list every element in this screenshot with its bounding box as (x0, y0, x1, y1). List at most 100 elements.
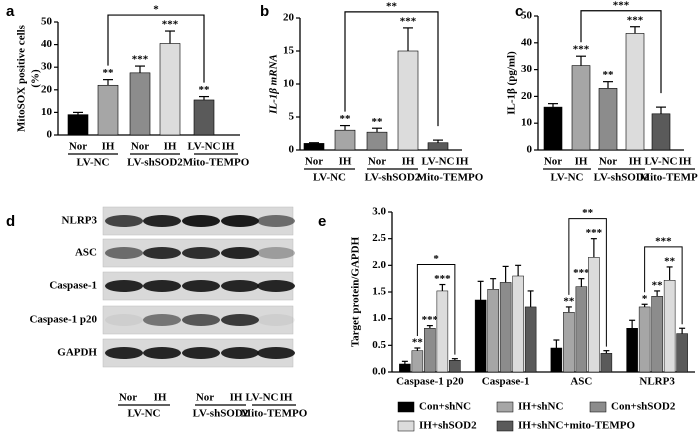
blot-band (143, 314, 181, 326)
bar (626, 328, 638, 373)
panel-letter: b (260, 3, 269, 20)
group-label: LV-NC (76, 157, 109, 169)
blot-band (143, 280, 181, 292)
blot-band (105, 314, 143, 326)
blot-band (143, 347, 181, 359)
bar (436, 290, 449, 373)
x-tick-label: Nor (119, 392, 137, 404)
bracket (344, 11, 439, 127)
bracket-label: * (433, 253, 439, 265)
legend-label: IH+shSOD2 (419, 420, 477, 432)
panel-letter: c (515, 3, 523, 20)
legend-label: Con+shNC (419, 401, 471, 413)
x-tick-label: Nor (196, 392, 214, 404)
bar (411, 350, 424, 373)
bar (399, 363, 411, 373)
y-axis-label: IL-1β (pg/ml) (506, 51, 518, 115)
legend-label: IH+shNC+mito-TEMPO (518, 420, 635, 432)
blot-band (221, 314, 259, 326)
x-tick-label: Caspase-1 (482, 376, 530, 388)
bar (588, 257, 600, 373)
x-tick-label: Nor (305, 156, 323, 168)
significance: ** (652, 279, 664, 291)
x-tick-label: Nor (69, 141, 87, 153)
y-tick-label: 10 (41, 106, 53, 118)
x-tick-label: Nor (599, 156, 617, 168)
y-tick-label: 0.0 (372, 366, 386, 378)
blot-band (105, 280, 143, 292)
bar (397, 50, 419, 151)
bracket-label: * (153, 4, 159, 16)
y-tick-label: 0.5 (372, 339, 386, 351)
x-tick-label: Nor (544, 156, 562, 168)
significance: *** (586, 227, 603, 239)
x-tick-label: IH (222, 141, 235, 153)
y-tick-label: 1.5 (372, 286, 386, 298)
blot-row-label: Caspase-1 (49, 280, 97, 292)
significance: *** (627, 14, 644, 26)
y-tick-label: 10 (283, 78, 295, 90)
group-label: LV-NC (550, 172, 583, 184)
group-label: Mito-TEMPO (417, 172, 484, 184)
bar (303, 143, 325, 151)
significance: ** (199, 84, 211, 96)
bracket (644, 246, 683, 325)
y-axis-label: MitoSOX positive cells (16, 24, 28, 132)
y-tick-label: 20 (41, 83, 53, 95)
group-label: LV-shSOD2 (127, 157, 183, 169)
blot-band (257, 247, 295, 259)
blot-row-label: NLRP3 (62, 215, 98, 227)
bar (651, 296, 663, 373)
blot-band (105, 347, 143, 359)
bar (334, 129, 356, 151)
y-tick-label: 50 (41, 16, 53, 28)
legend-label: Con+shSOD2 (611, 401, 676, 413)
x-tick-label: IH (164, 141, 177, 153)
bar (366, 131, 388, 151)
legend-swatch (397, 401, 415, 413)
bar (550, 347, 563, 373)
y-tick-label: 5 (289, 111, 295, 123)
y-tick-label: 0 (527, 144, 533, 156)
bar (524, 306, 537, 373)
y-axis-label: (%) (30, 69, 42, 88)
x-tick-label: Caspase-1 p20 (396, 376, 464, 388)
significance: *** (434, 273, 451, 285)
significance: *** (132, 54, 149, 66)
bar (427, 142, 449, 151)
bar (129, 72, 151, 136)
significance: *** (573, 267, 590, 279)
x-tick-label: NLRP3 (639, 376, 675, 388)
bar (651, 113, 671, 151)
y-tick-label: 30 (41, 61, 53, 73)
bracket (416, 264, 456, 355)
legend-swatch (496, 420, 514, 432)
bar (625, 33, 645, 151)
bar (543, 106, 563, 151)
y-tick-label: 3.0 (372, 206, 386, 218)
x-tick-label: Nor (368, 156, 386, 168)
significance: *** (422, 314, 439, 326)
significance: ** (563, 295, 575, 307)
x-tick-label: IH (575, 156, 588, 168)
significance: ** (372, 116, 384, 128)
group-label: LV-NC (313, 172, 346, 184)
bar (575, 286, 588, 373)
significance: ** (103, 67, 115, 79)
bar (474, 299, 487, 373)
bar (563, 312, 575, 373)
significance: ** (340, 113, 352, 125)
bar (499, 282, 512, 373)
bar (424, 328, 436, 373)
y-axis-label: Target protein/GAPDH (350, 236, 362, 347)
x-tick-label: IH (629, 156, 642, 168)
bar (571, 65, 591, 151)
group-label: LV-NC (127, 408, 160, 420)
blot-band (182, 280, 220, 292)
x-tick-label: IH (102, 141, 115, 153)
x-tick-label: Nor (131, 141, 149, 153)
blot-band (105, 215, 143, 227)
bar (676, 333, 688, 373)
group-label: LV-shSOD2 (193, 408, 249, 420)
y-tick-label: 0 (289, 144, 295, 156)
